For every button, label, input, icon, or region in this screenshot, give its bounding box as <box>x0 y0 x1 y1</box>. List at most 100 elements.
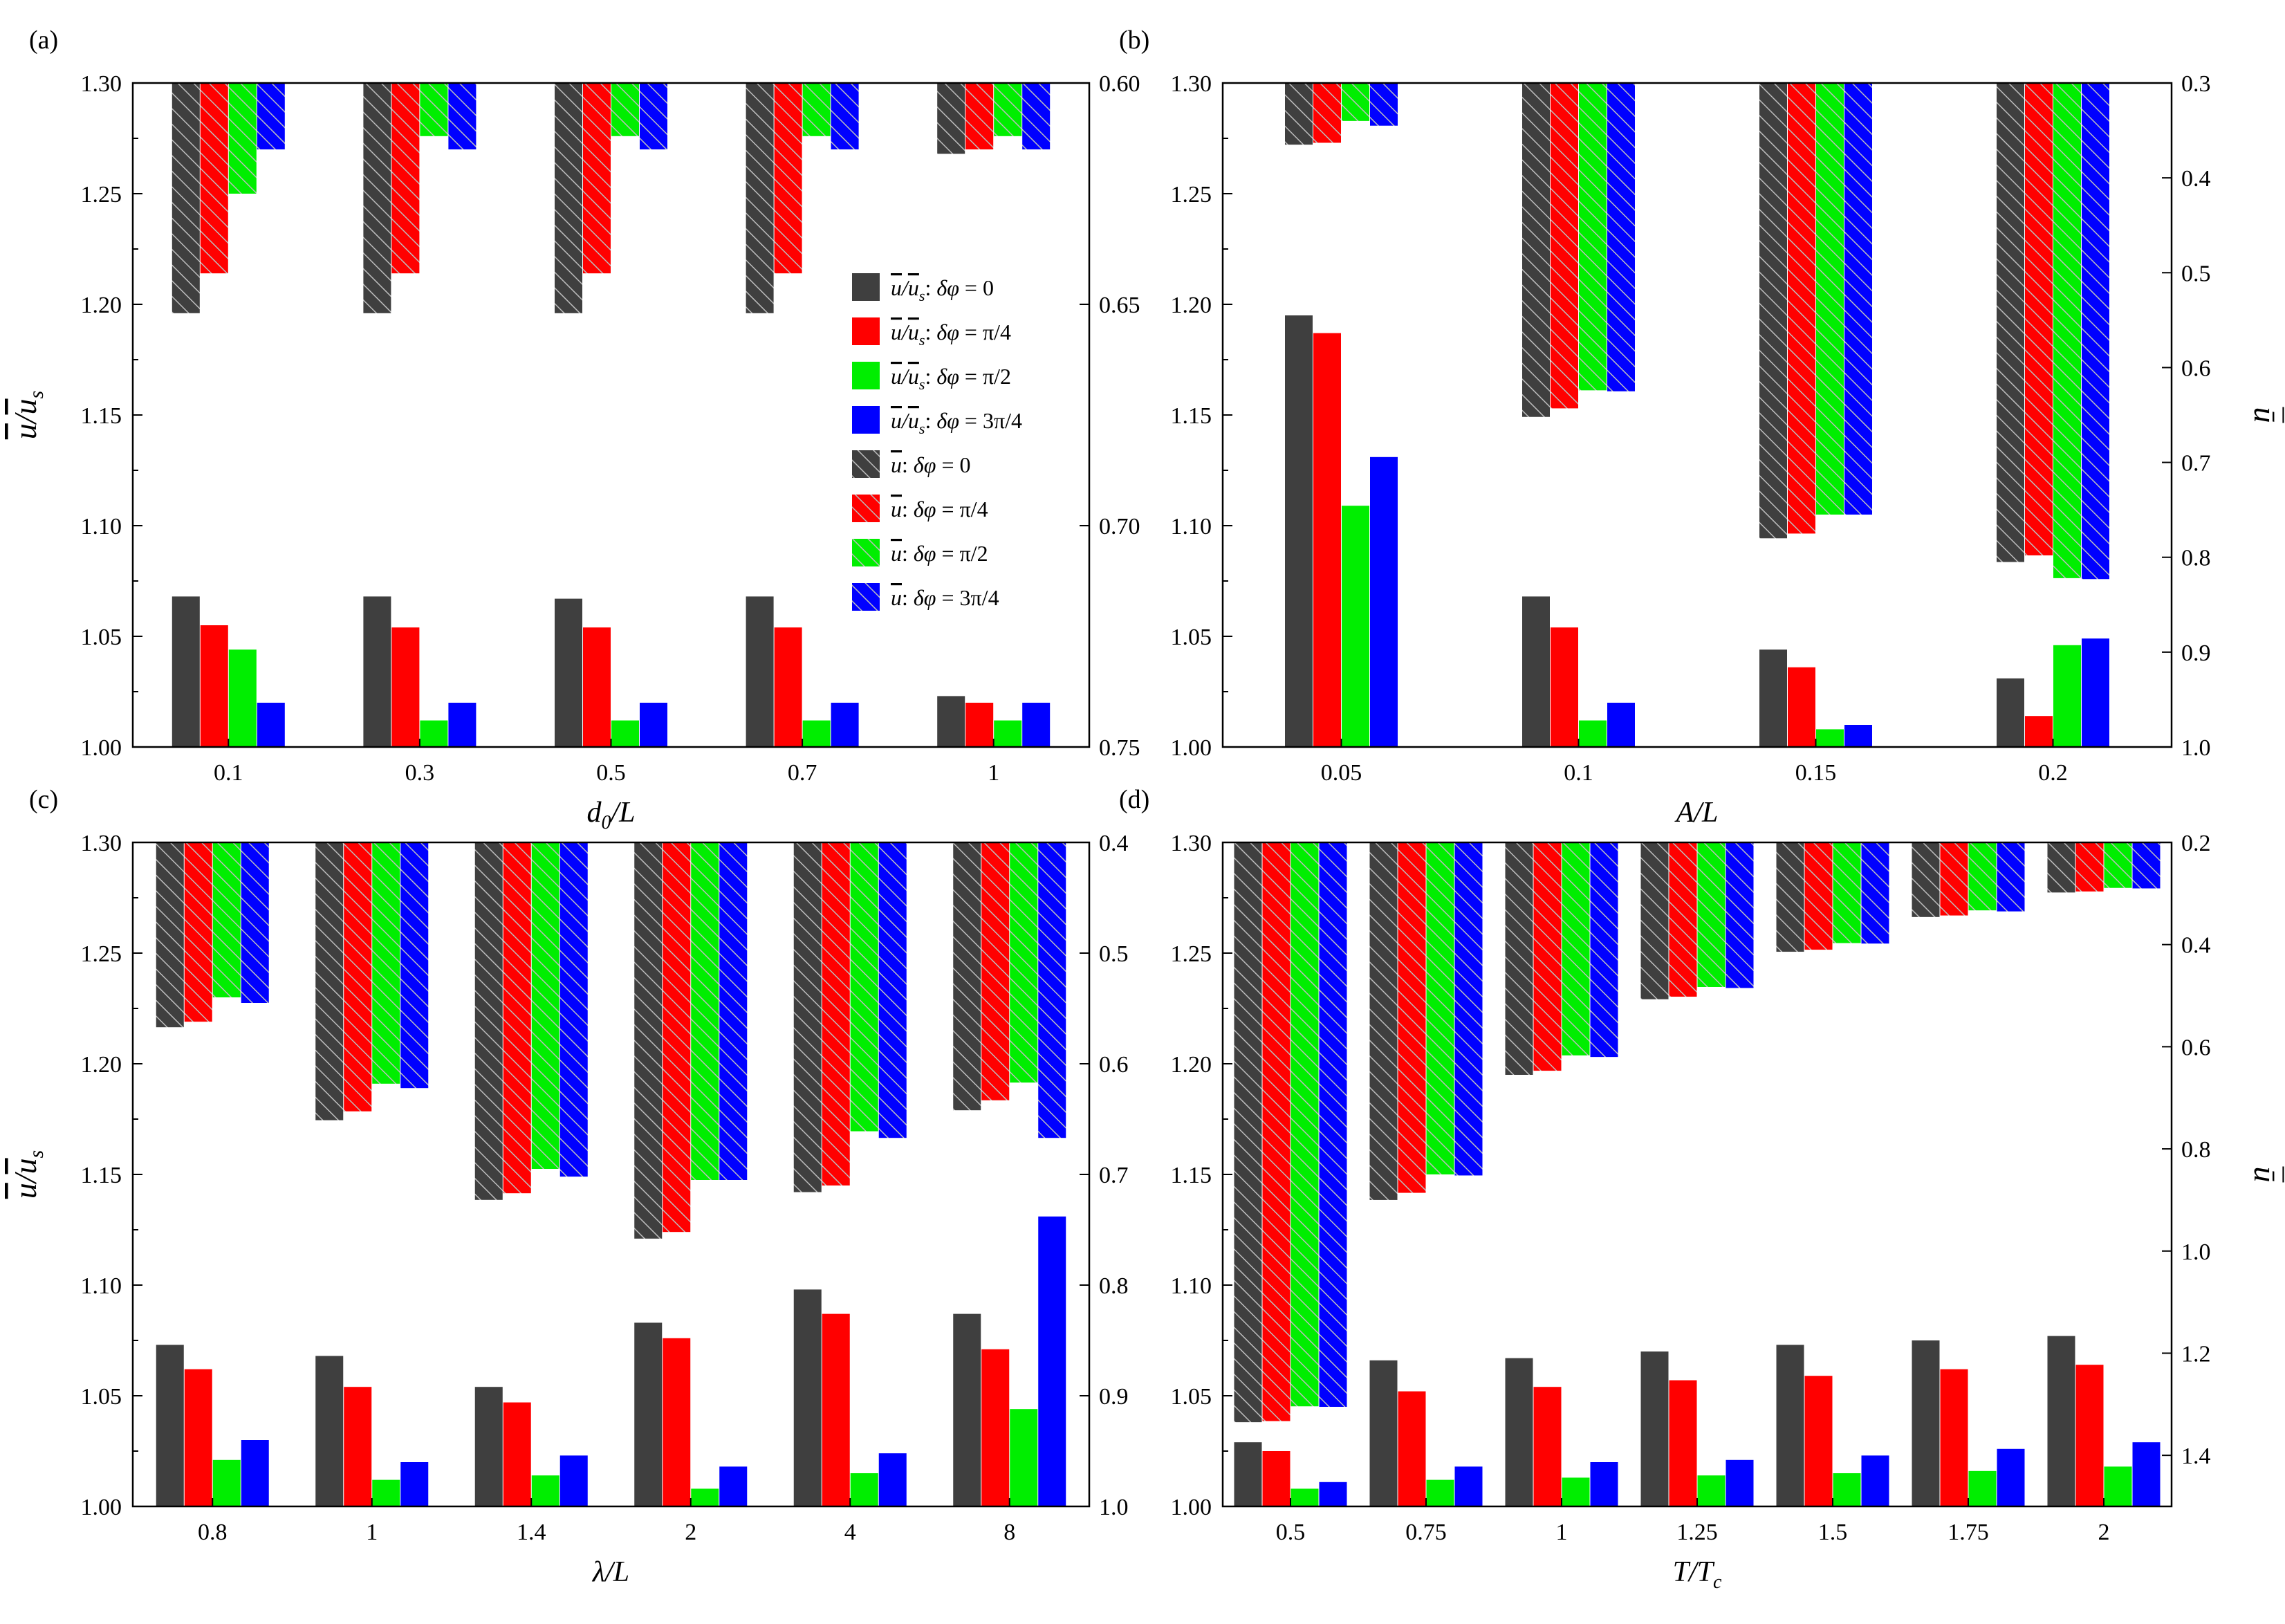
speed-bar-1-s3 <box>1022 83 1051 149</box>
ratio-bar-1-s3 <box>400 1462 429 1506</box>
panel-label: (c) <box>29 785 58 814</box>
ratio-bar-0.5-s0 <box>1234 1442 1262 1506</box>
left-tick-label: 1.30 <box>81 831 122 856</box>
ratio-bar-2-s1 <box>2075 1365 2104 1506</box>
speed-bar-0.7-s3 <box>831 83 859 149</box>
ratio-bar-1.25-s3 <box>1726 1459 1754 1506</box>
speed-bar-8-s0 <box>953 842 981 1111</box>
ratio-bar-4-s3 <box>878 1453 907 1506</box>
ratio-bar-0.05-s2 <box>1342 506 1369 747</box>
speed-bar-1-s0 <box>1505 842 1533 1075</box>
speed-bar-0.1-s1 <box>1551 83 1578 409</box>
legend-swatch <box>852 495 880 522</box>
speed-bar-1.4-s2 <box>531 842 559 1169</box>
speed-bar-0.75-s3 <box>1454 842 1483 1176</box>
right-tick-label: 0.8 <box>2181 546 2211 571</box>
ratio-bar-0.75-s2 <box>1426 1479 1454 1506</box>
left-tick-label: 1.20 <box>1171 293 1212 318</box>
ratio-bar-0.5-s2 <box>611 720 639 747</box>
ratio-bar-0.15-s0 <box>1759 649 1787 747</box>
x-tick-label: 0.5 <box>596 760 626 786</box>
speed-bar-0.5-s2 <box>1290 842 1319 1407</box>
ratio-bar-2-s0 <box>634 1322 663 1506</box>
speed-bar-4-s1 <box>822 842 850 1185</box>
right-tick-label: 0.75 <box>1099 735 1140 761</box>
ratio-bar-0.7-s2 <box>802 720 831 747</box>
ratio-bar-1.75-s1 <box>1940 1369 1968 1506</box>
left-tick-label: 1.10 <box>81 514 122 539</box>
speed-bar-0.7-s1 <box>774 83 802 274</box>
speed-bar-0.05-s1 <box>1313 83 1341 143</box>
ratio-bar-0.75-s3 <box>1454 1466 1483 1506</box>
speed-bar-0.1-s3 <box>1607 83 1635 391</box>
speed-bar-1.25-s2 <box>1697 842 1726 987</box>
x-tick-label: 1.75 <box>1948 1520 1989 1545</box>
ratio-bar-1.5-s3 <box>1861 1455 1889 1506</box>
legend-label: u: δφ = 0 <box>891 452 971 477</box>
ratio-bar-1-s2 <box>1562 1477 1590 1506</box>
ratio-bar-1.4-s2 <box>531 1475 559 1506</box>
panel-label: (b) <box>1119 26 1149 55</box>
ratio-bar-0.7-s3 <box>831 703 859 747</box>
left-tick-label: 1.30 <box>1171 831 1212 856</box>
ratio-bar-1.5-s2 <box>1833 1473 1861 1506</box>
speed-bar-0.2-s0 <box>1997 83 2024 562</box>
right-tick-label: 0.5 <box>2181 261 2211 286</box>
speed-bar-1-s0 <box>937 83 965 154</box>
x-tick-label: 2 <box>685 1520 696 1545</box>
speed-bar-4-s0 <box>793 842 822 1192</box>
ratio-bar-0.1-s1 <box>200 625 228 747</box>
legend-swatch <box>852 362 880 389</box>
right-tick-label: 0.9 <box>2181 640 2211 666</box>
ratio-bar-0.7-s1 <box>774 627 802 747</box>
speed-bar-1-s3 <box>400 842 429 1089</box>
right-tick-label: 0.3 <box>2181 71 2211 97</box>
speed-bar-0.5-s3 <box>1319 842 1347 1407</box>
ratio-bar-0.2-s3 <box>2082 638 2109 747</box>
speed-bar-2-s3 <box>719 842 748 1180</box>
speed-bar-1-s1 <box>344 842 372 1111</box>
speed-bar-8-s3 <box>1038 842 1066 1138</box>
speed-bar-0.75-s2 <box>1426 842 1454 1174</box>
x-tick-label: 0.1 <box>1564 760 1593 786</box>
ratio-bar-1.5-s1 <box>1804 1376 1833 1506</box>
x-tick-label: 0.7 <box>788 760 817 786</box>
ratio-bar-2-s2 <box>2104 1466 2132 1506</box>
right-tick-label: 0.4 <box>2181 933 2211 959</box>
y-axis-label-right: ū <box>2248 407 2283 423</box>
speed-bar-0.3-s2 <box>420 83 448 136</box>
left-tick-label: 1.10 <box>81 1273 122 1299</box>
speed-bar-0.5-s2 <box>611 83 639 136</box>
right-tick-label: 0.6 <box>1099 1052 1129 1078</box>
x-tick-label: 0.2 <box>2038 760 2068 786</box>
speed-bar-0.3-s0 <box>363 83 391 313</box>
speed-bar-0.3-s3 <box>448 83 477 149</box>
left-tick-label: 1.00 <box>81 735 122 761</box>
ratio-bar-1-s0 <box>315 1356 344 1506</box>
panel-d: 0.5 0.75 1 1.25 1.5 1.75 21.001.051.101.151.20… <box>1119 785 2283 1593</box>
legend-label: u: δφ = 3π/4 <box>891 585 999 610</box>
left-tick-label: 1.00 <box>1171 1495 1212 1520</box>
ratio-bar-2-s3 <box>2132 1442 2161 1506</box>
speed-bar-0.8-s1 <box>184 842 212 1022</box>
ratio-bar-8-s3 <box>1038 1216 1066 1506</box>
speed-bar-8-s1 <box>981 842 1010 1100</box>
left-tick-label: 1.00 <box>81 1495 122 1520</box>
left-tick-label: 1.25 <box>1171 941 1212 967</box>
ratio-bar-0.3-s0 <box>363 596 391 747</box>
right-tick-label: 0.60 <box>1099 71 1140 97</box>
ratio-bar-1-s1 <box>1533 1387 1562 1506</box>
ratio-bar-1.25-s1 <box>1669 1380 1697 1506</box>
ratio-bar-2-s1 <box>663 1338 691 1506</box>
ratio-bar-1.75-s2 <box>1968 1470 1997 1506</box>
speed-bar-0.5-s0 <box>1234 842 1262 1423</box>
speed-bar-0.1-s0 <box>1522 83 1550 417</box>
speed-bar-1.25-s1 <box>1669 842 1697 997</box>
ratio-bar-0.8-s2 <box>212 1459 241 1506</box>
x-axis-label: d0/L <box>586 797 635 833</box>
speed-bar-4-s3 <box>878 842 907 1138</box>
speed-bar-1.4-s1 <box>503 842 531 1194</box>
speed-bar-2-s2 <box>2104 842 2132 888</box>
ratio-bar-1-s1 <box>344 1387 372 1506</box>
speed-bar-0.5-s3 <box>640 83 667 149</box>
